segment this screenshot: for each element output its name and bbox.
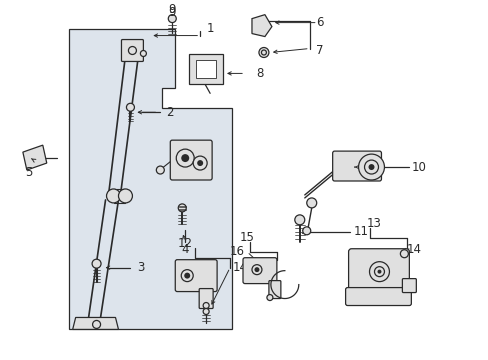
FancyBboxPatch shape (121, 40, 143, 62)
Text: 6: 6 (315, 16, 323, 29)
Polygon shape (251, 15, 271, 37)
Circle shape (140, 50, 146, 57)
FancyBboxPatch shape (199, 289, 213, 309)
Text: 14: 14 (232, 261, 247, 274)
Circle shape (106, 189, 120, 203)
FancyBboxPatch shape (196, 60, 216, 78)
Text: 9: 9 (168, 3, 176, 16)
FancyBboxPatch shape (170, 140, 212, 180)
Circle shape (369, 262, 388, 282)
Circle shape (259, 48, 268, 58)
Text: 5: 5 (25, 166, 33, 179)
FancyBboxPatch shape (189, 54, 223, 84)
Text: 16: 16 (229, 245, 244, 258)
FancyBboxPatch shape (402, 279, 415, 293)
Circle shape (400, 250, 407, 258)
Text: 15: 15 (239, 231, 254, 244)
Text: 1: 1 (206, 22, 213, 35)
Text: 9: 9 (168, 6, 176, 19)
Text: 8: 8 (256, 67, 263, 80)
Circle shape (92, 320, 101, 328)
Circle shape (193, 156, 207, 170)
FancyBboxPatch shape (332, 151, 381, 181)
FancyBboxPatch shape (175, 260, 217, 292)
Circle shape (306, 198, 316, 208)
Circle shape (266, 294, 272, 301)
Circle shape (302, 227, 310, 235)
Text: 12: 12 (177, 237, 192, 250)
Text: 7: 7 (315, 44, 323, 57)
Circle shape (118, 189, 132, 203)
Circle shape (176, 149, 194, 167)
Circle shape (368, 164, 374, 170)
Circle shape (294, 215, 304, 225)
Text: 14: 14 (406, 243, 421, 256)
Circle shape (358, 154, 384, 180)
FancyBboxPatch shape (268, 280, 280, 298)
Circle shape (126, 103, 134, 111)
FancyBboxPatch shape (243, 258, 276, 284)
Text: 2: 2 (166, 106, 174, 119)
Circle shape (374, 267, 384, 276)
FancyBboxPatch shape (345, 288, 410, 306)
Circle shape (184, 273, 190, 279)
Circle shape (156, 166, 164, 174)
Circle shape (261, 50, 266, 55)
Circle shape (254, 267, 259, 272)
Circle shape (251, 265, 262, 275)
Circle shape (128, 46, 136, 54)
Circle shape (168, 15, 176, 23)
Polygon shape (73, 318, 118, 329)
Circle shape (178, 204, 186, 212)
Text: 13: 13 (366, 217, 381, 230)
Circle shape (203, 302, 209, 309)
Circle shape (364, 160, 378, 174)
Text: 4: 4 (181, 243, 188, 256)
Circle shape (181, 154, 189, 162)
Circle shape (377, 270, 381, 274)
Polygon shape (23, 145, 47, 170)
Circle shape (181, 270, 193, 282)
Polygon shape (68, 28, 232, 329)
Circle shape (92, 259, 101, 268)
Circle shape (203, 309, 209, 315)
Text: 3: 3 (137, 261, 144, 274)
Text: 11: 11 (353, 225, 368, 238)
Text: 10: 10 (411, 161, 426, 174)
FancyBboxPatch shape (348, 249, 408, 294)
Circle shape (197, 160, 203, 166)
